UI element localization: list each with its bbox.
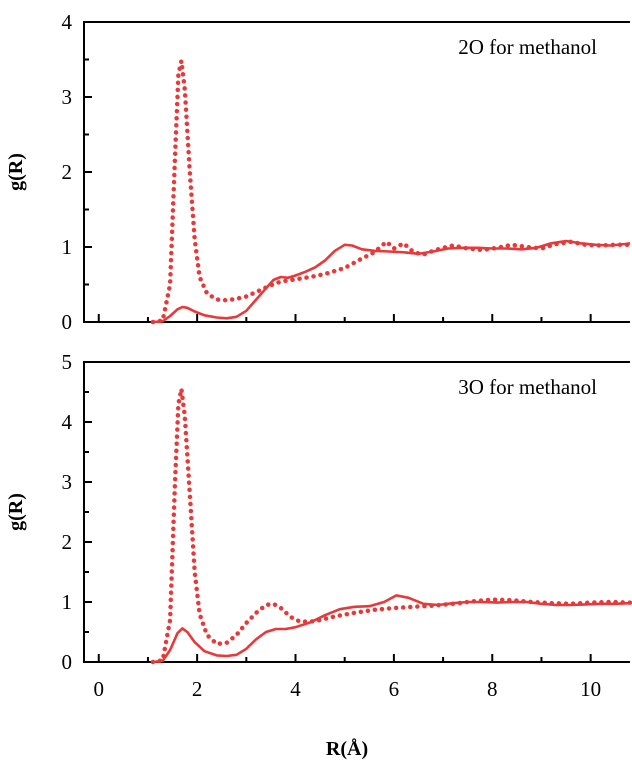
top-y-tick-label: 0 xyxy=(62,310,73,334)
bottom-y-tick-label: 4 xyxy=(62,410,73,434)
bottom-y-tick-label: 1 xyxy=(62,590,73,614)
bottom-panel-title: 3O for methanol xyxy=(458,375,597,399)
bottom-x-tick-label: 4 xyxy=(290,677,301,701)
bottom-axis-frame xyxy=(83,361,630,663)
bottom-x-tick-label: 0 xyxy=(94,677,105,701)
top-y-tick-label: 4 xyxy=(62,10,73,34)
top-panel-2o: 0 1 2 3 4 g(R) 2O for methanol xyxy=(5,10,632,334)
bottom-y-tick-label: 0 xyxy=(62,650,73,674)
top-y-axis-title: g(R) xyxy=(5,153,27,191)
bottom-series-dotted xyxy=(150,386,632,665)
top-panel-title: 2O for methanol xyxy=(458,35,597,59)
top-y-tick-label: 1 xyxy=(62,235,73,259)
top-series-dotted xyxy=(150,58,632,325)
top-series-solid xyxy=(152,239,631,324)
bottom-x-tick-label: 10 xyxy=(580,677,601,701)
bottom-y-axis-title: g(R) xyxy=(5,493,27,531)
bottom-y-tick-label: 2 xyxy=(62,530,73,554)
top-y-tick-label: 2 xyxy=(62,160,73,184)
bottom-x-tick-label: 8 xyxy=(487,677,498,701)
bottom-panel-3o: 0 1 2 3 4 5 g(R) 3O for methanol 0 2 4 6 8 10 R(Å) xyxy=(5,350,632,760)
top-y-tick-label: 3 xyxy=(62,85,73,109)
bottom-x-tick-label: 6 xyxy=(389,677,400,701)
bottom-series-solid xyxy=(152,594,631,664)
bottom-x-tick-label: 2 xyxy=(192,677,203,701)
top-axis-frame xyxy=(83,21,630,323)
bottom-x-axis-title: R(Å) xyxy=(326,737,368,760)
bottom-y-tick-label: 5 xyxy=(62,350,73,374)
bottom-y-tick-label: 3 xyxy=(62,470,73,494)
